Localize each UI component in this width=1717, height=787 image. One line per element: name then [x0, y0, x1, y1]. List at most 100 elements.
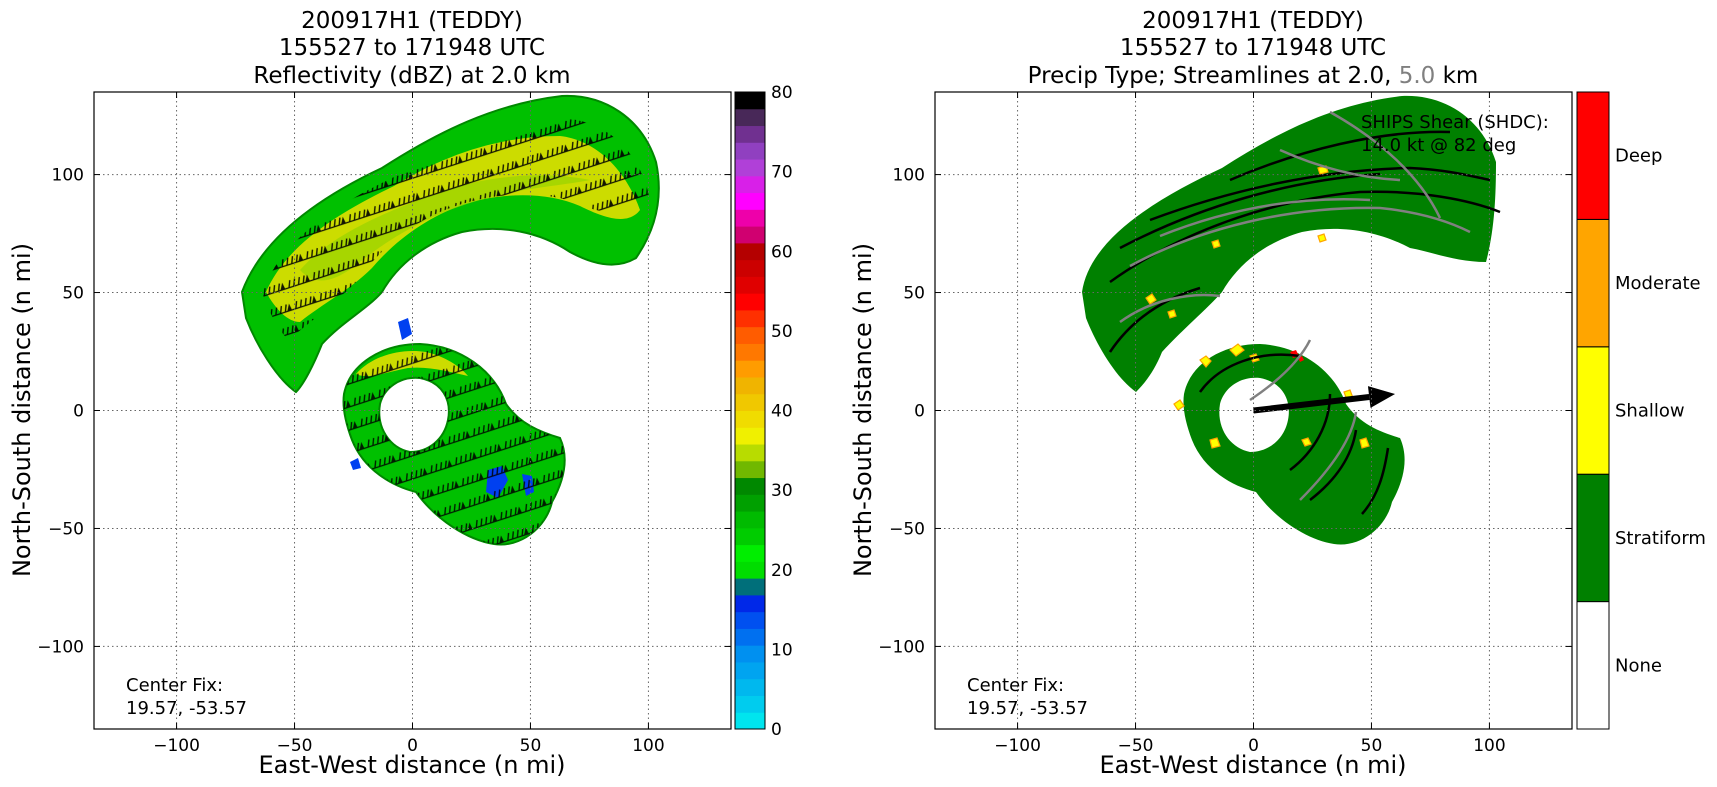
shear-vector-shaft — [1253, 394, 1370, 414]
colorbar-swatch — [735, 259, 765, 277]
colorbar-swatch — [735, 326, 765, 344]
right-title-line-2: 155527 to 171948 UTC — [1120, 35, 1386, 61]
colorbar-swatch — [735, 511, 765, 529]
colorbar-swatch — [735, 159, 765, 177]
category-label-deep: Deep — [1615, 146, 1662, 167]
streamlines-2km — [1108, 130, 1501, 515]
colorbar-swatch — [735, 226, 765, 244]
colorbar-swatch — [735, 376, 765, 395]
colorbar-swatch — [735, 594, 765, 613]
streamlines-5km — [1119, 110, 1471, 501]
colorbar-swatch — [735, 427, 765, 445]
colorbar-tick-label: 30 — [771, 481, 793, 501]
colorbar-swatch — [735, 678, 765, 696]
colorbar-frame — [734, 91, 766, 730]
precip-type-panel: 200917H1 (TEDDY) 155527 to 171948 UTC Pr… — [849, 8, 1706, 779]
colorbar-swatch — [735, 661, 765, 680]
left-y-tick-label: −100 — [37, 637, 84, 657]
left-y-tick-label: −50 — [48, 519, 84, 539]
reflectivity-eyewall-barbs — [343, 344, 565, 545]
colorbar-swatch — [735, 695, 765, 713]
precip-type-field — [1082, 95, 1501, 545]
right-title-line-3-prefix: Precip Type; Streamlines at 2.0, — [1028, 63, 1399, 89]
colorbar-swatch — [735, 175, 765, 194]
left-center-fix-line-1: Center Fix: — [126, 675, 223, 696]
colorbar-swatch — [735, 712, 765, 730]
left-title-line-3: Reflectivity (dBZ) at 2.0 km — [253, 63, 570, 89]
right-x-tick-label: 100 — [1473, 736, 1505, 756]
right-title-line-3: Precip Type; Streamlines at 2.0, 5.0 km — [1028, 63, 1479, 89]
colorbar-swatch — [735, 209, 765, 227]
colorbar-swatch — [735, 460, 765, 479]
colorbar-swatch — [735, 645, 765, 663]
colorbar-swatch — [735, 544, 765, 562]
category-swatch-deep — [1576, 91, 1610, 220]
right-x-tick-label: 50 — [1361, 736, 1383, 756]
colorbar-tick-label: 0 — [771, 720, 782, 740]
colorbar-swatch — [735, 628, 765, 646]
colorbar-swatch — [735, 192, 765, 210]
right-y-tick-label: 50 — [903, 284, 925, 304]
shear-label-line-1: SHIPS Shear (SHDC): — [1361, 112, 1549, 133]
left-y-tick-label: 0 — [73, 402, 84, 422]
right-y-tick-label: −100 — [878, 637, 925, 657]
left-x-tick-label: −100 — [153, 736, 200, 756]
left-x-tick-label: 50 — [520, 736, 542, 756]
right-x-tick-label: 0 — [1248, 736, 1259, 756]
colorbar-tick-label: 60 — [771, 242, 793, 262]
left-y-axis-label: North-South distance (n mi) — [8, 243, 36, 577]
reflectivity-colorbar: 0 10 20 30 40 50 60 70 80 — [734, 83, 793, 740]
stratiform-outer-band — [1082, 95, 1496, 392]
right-y-tick-label: −50 — [889, 519, 925, 539]
colorbar-tick-label: 20 — [771, 561, 793, 581]
colorbar-swatch — [735, 108, 765, 127]
colorbar-tick-label: 40 — [771, 402, 793, 422]
colorbar-swatch — [735, 410, 765, 428]
colorbar-swatch — [735, 611, 765, 629]
category-label-none: None — [1615, 655, 1662, 676]
left-x-tick-label: 100 — [632, 736, 664, 756]
right-title-line-3-suffix: km — [1435, 63, 1478, 89]
shear-label-line-2: 14.0 kt @ 82 deg — [1361, 135, 1516, 156]
right-x-axis-label: East-West distance (n mi) — [1099, 751, 1406, 779]
colorbar-swatch — [735, 578, 765, 596]
colorbar-swatch — [735, 293, 765, 311]
colorbar-swatch — [735, 276, 765, 294]
left-ticks: −100 −50 0 50 100 −100 −50 0 50 100 — [37, 92, 731, 756]
right-y-axis-label: North-South distance (n mi) — [849, 243, 877, 577]
colorbar-swatch — [735, 142, 765, 160]
reflectivity-barb-field — [262, 118, 650, 340]
left-x-tick-label: 0 — [407, 736, 418, 756]
colorbar-swatch — [735, 527, 765, 546]
precip-type-colorbar: None Stratiform Shallow Moderate Deep — [1576, 91, 1706, 730]
stratiform-eyewall — [1183, 344, 1405, 545]
colorbar-tick-label: 80 — [771, 83, 793, 103]
colorbar-tick-label: 70 — [771, 163, 793, 183]
left-title-line-1: 200917H1 (TEDDY) — [301, 8, 523, 34]
colorbar-swatch — [735, 343, 765, 361]
category-swatch-stratiform — [1576, 473, 1610, 603]
right-title-line-1: 200917H1 (TEDDY) — [1142, 8, 1364, 34]
reflectivity-field — [240, 94, 660, 546]
category-swatch-shallow — [1576, 346, 1610, 475]
colorbar-swatch — [735, 444, 765, 462]
left-y-tick-label: 100 — [52, 166, 84, 186]
right-title-line-3-highlight: 5.0 — [1399, 63, 1436, 89]
colorbar-swatch — [735, 360, 765, 378]
colorbar-swatch — [735, 125, 765, 143]
category-swatch-moderate — [1576, 218, 1610, 348]
colorbar-swatch — [735, 92, 765, 110]
left-title-line-2: 155527 to 171948 UTC — [279, 35, 545, 61]
right-center-fix-line-1: Center Fix: — [967, 675, 1064, 696]
colorbar-swatch — [735, 561, 765, 579]
right-center-fix-line-2: 19.57, -53.57 — [967, 698, 1088, 719]
colorbar-swatch — [735, 242, 765, 261]
colorbar-swatch — [735, 477, 765, 495]
reflectivity-panel: 200917H1 (TEDDY) 155527 to 171948 UTC Re… — [8, 8, 793, 779]
colorbar-swatch — [735, 309, 765, 328]
colorbar-tick-label: 10 — [771, 640, 793, 660]
colorbar-swatch — [735, 494, 765, 512]
category-label-shallow: Shallow — [1615, 401, 1685, 422]
colorbar-tick-label: 50 — [771, 322, 793, 342]
